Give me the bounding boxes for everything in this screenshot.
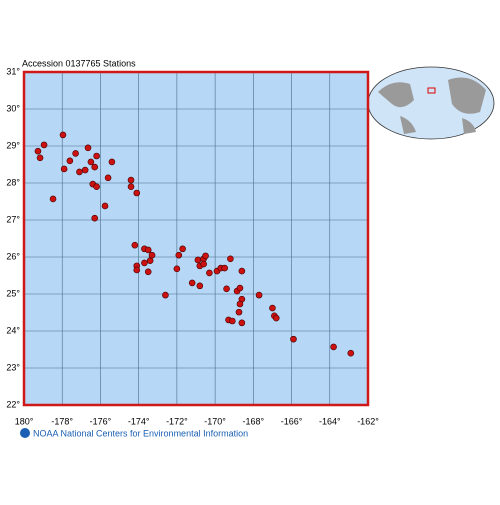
x-tick-label: -176° [90, 416, 112, 426]
station-point [290, 335, 297, 343]
station-point [104, 174, 112, 182]
station-point [108, 158, 116, 166]
x-tick-label: -168° [243, 416, 265, 426]
station-point [87, 158, 95, 166]
station-point [93, 183, 100, 190]
y-tick-label: 30° [6, 103, 20, 113]
station-point [141, 259, 148, 267]
station-point [255, 291, 263, 299]
y-tick-label: 23° [6, 362, 20, 372]
station-point [238, 267, 246, 275]
station-point [40, 141, 48, 149]
station-point [221, 264, 228, 272]
station-point [188, 279, 196, 287]
station-point [236, 284, 244, 292]
station-point [133, 266, 141, 274]
station-point [223, 285, 230, 293]
station-point [93, 152, 100, 160]
x-tick-label: -166° [281, 416, 303, 426]
station-point [76, 168, 83, 176]
y-tick-label: 28° [6, 177, 20, 187]
station-point [91, 163, 99, 171]
station-point [131, 241, 139, 249]
x-tick-label: -174° [128, 416, 150, 426]
x-tick-label: -172° [166, 416, 188, 426]
station-point [173, 265, 181, 273]
footer: NOAA National Centers for Environmental … [20, 428, 248, 438]
station-point [127, 183, 135, 190]
x-tick-label: -164° [319, 416, 341, 426]
station-point [49, 195, 57, 203]
station-point [330, 343, 337, 351]
station-point [81, 166, 89, 174]
station-point [194, 256, 202, 264]
y-tick-label: 29° [6, 140, 20, 150]
y-tick-label: 27° [6, 214, 20, 224]
station-point [101, 202, 109, 210]
x-tick-label: -178° [51, 416, 73, 426]
station-point [229, 317, 236, 325]
plot-area [24, 72, 368, 405]
station-point [148, 251, 156, 259]
station-point [227, 255, 234, 263]
station-point [347, 349, 355, 357]
y-tick-label: 22° [6, 399, 20, 409]
station-point [269, 304, 276, 312]
station-point [196, 282, 204, 290]
station-point [175, 251, 183, 259]
map-title: Accession 0137765 Stations [22, 58, 136, 68]
y-tick-label: 26° [6, 251, 20, 261]
station-point [272, 314, 280, 322]
station-point [91, 214, 99, 222]
station-point [127, 176, 135, 184]
station-point [36, 154, 44, 162]
station-point [206, 269, 213, 277]
station-point [72, 150, 79, 157]
station-point [144, 246, 152, 254]
station-point [146, 257, 154, 265]
globe-inset [367, 66, 495, 140]
station-point [133, 189, 141, 197]
plot-border [22, 70, 370, 407]
y-tick-label: 24° [6, 325, 20, 335]
station-point [66, 157, 74, 165]
x-tick-label: -162° [357, 416, 379, 426]
footer-text: NOAA National Centers for Environmental … [33, 428, 248, 438]
y-tick-label: 25° [6, 288, 20, 298]
station-point [236, 300, 244, 308]
x-tick-label: -170° [204, 416, 226, 426]
x-tick-label: 180° [15, 416, 34, 426]
station-point [162, 291, 169, 299]
station-point [144, 268, 152, 276]
station-point [179, 245, 186, 253]
station-point [202, 252, 209, 260]
station-point [235, 308, 243, 316]
station-point [34, 147, 42, 155]
y-tick-label: 31° [6, 66, 20, 76]
station-point [59, 131, 67, 139]
noaa-logo [20, 428, 30, 438]
station-point [60, 165, 68, 173]
station-point [238, 319, 246, 327]
station-point [84, 144, 92, 152]
